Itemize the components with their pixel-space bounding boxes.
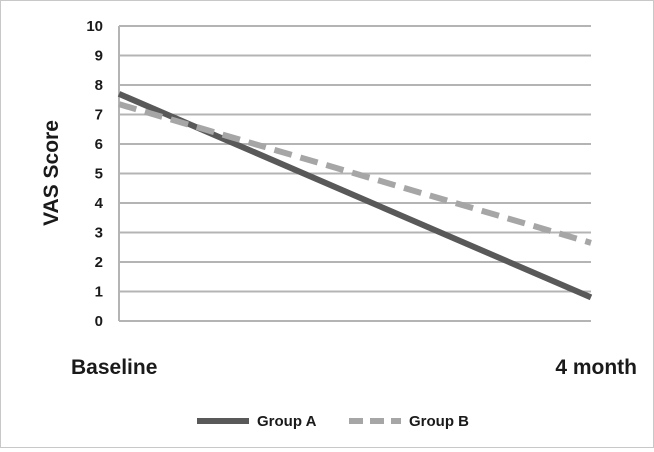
y-tick-label: 0 xyxy=(95,313,103,330)
legend-label: Group A xyxy=(257,413,317,430)
y-tick-label: 10 xyxy=(86,18,103,35)
y-tick-label: 9 xyxy=(95,48,103,65)
x-axis-ticks: Baseline 4 month xyxy=(71,356,637,379)
y-axis-ticks: 0 1 2 3 4 5 6 7 8 9 10 xyxy=(86,18,103,330)
y-tick-label: 7 xyxy=(95,107,103,124)
legend: Group A Group B xyxy=(197,413,469,430)
series-line-group-b xyxy=(118,101,592,246)
x-tick-label: Baseline xyxy=(71,356,157,379)
y-tick-label: 5 xyxy=(95,166,103,183)
y-tick-label: 4 xyxy=(95,195,104,212)
series-line-group-a xyxy=(117,91,593,301)
legend-label: Group B xyxy=(409,413,469,430)
series-lines xyxy=(117,91,593,301)
y-tick-label: 2 xyxy=(95,254,103,271)
y-tick-label: 6 xyxy=(95,136,103,153)
x-tick-label: 4 month xyxy=(555,356,637,379)
y-tick-label: 3 xyxy=(95,225,103,242)
y-tick-label: 8 xyxy=(95,77,103,94)
y-tick-label: 1 xyxy=(95,284,103,301)
y-axis-label: VAS Score xyxy=(40,120,63,226)
